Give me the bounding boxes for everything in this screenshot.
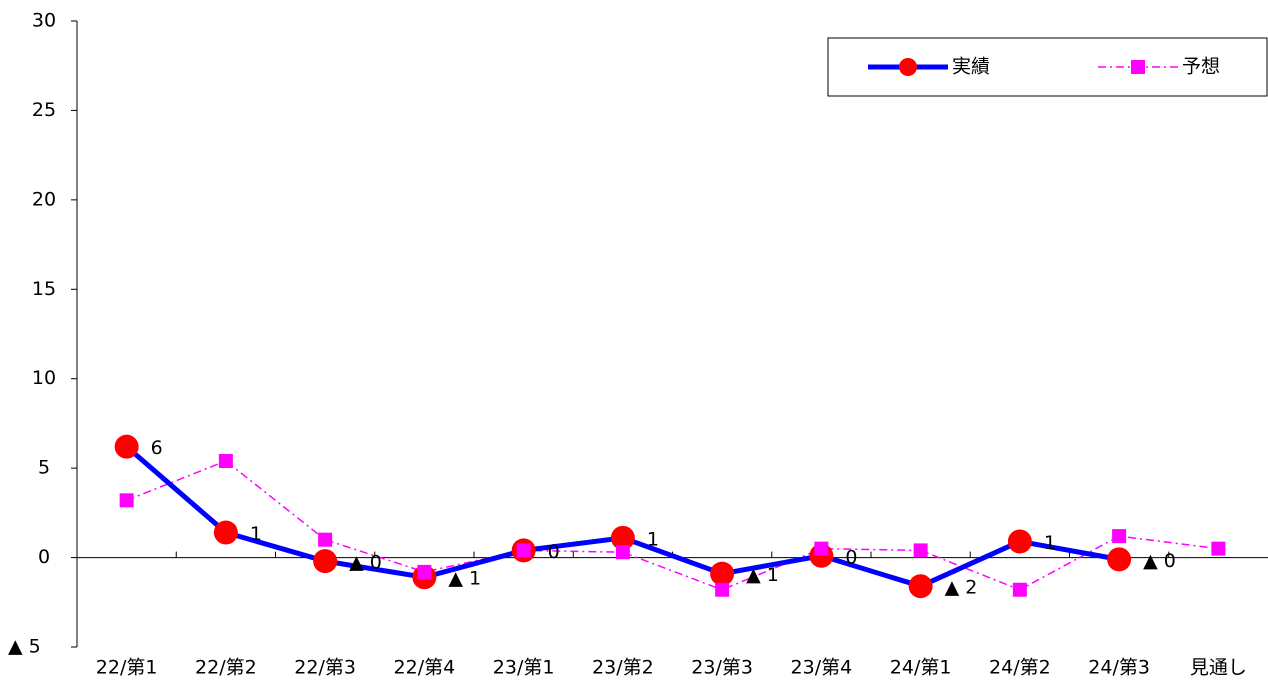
data-label: 1 <box>250 523 262 545</box>
data-label: ▲ 2 <box>945 577 978 599</box>
y-tick-label: 25 <box>32 99 56 121</box>
data-label: ▲ 1 <box>448 568 481 590</box>
legend-marker <box>1131 60 1145 74</box>
data-label: ▲ 0 <box>1143 550 1176 572</box>
y-tick-label: ▲ 5 <box>8 636 41 658</box>
y-tick-label: 5 <box>38 457 50 479</box>
data-label: 1 <box>1044 532 1056 554</box>
data-label: 0 <box>548 541 560 563</box>
data-point <box>218 453 233 468</box>
data-label: ▲ 0 <box>349 552 382 574</box>
y-tick-label: 15 <box>32 278 56 300</box>
data-label: 6 <box>151 437 163 459</box>
data-point <box>114 434 139 459</box>
data-point <box>213 520 238 545</box>
x-tick-label: 見通し <box>1190 657 1247 679</box>
x-tick-label: 22/第4 <box>394 657 456 679</box>
legend-label: 予想 <box>1182 56 1220 78</box>
data-point <box>417 564 432 579</box>
x-tick-label: 24/第3 <box>1088 657 1150 679</box>
x-tick-label: 22/第3 <box>294 657 356 679</box>
data-point <box>1107 547 1132 572</box>
data-point <box>119 493 134 508</box>
y-tick-label: 10 <box>32 367 56 389</box>
data-label: ▲ 1 <box>746 564 779 586</box>
data-point <box>313 549 338 574</box>
data-point <box>814 541 829 556</box>
legend: 実績 予想 <box>827 37 1268 97</box>
legend-label: 実績 <box>952 56 990 78</box>
y-tick-label: 30 <box>32 10 56 32</box>
x-tick-label: 22/第2 <box>195 657 257 679</box>
data-point <box>715 582 730 597</box>
x-tick-label: 23/第1 <box>493 657 555 679</box>
data-point <box>318 532 333 547</box>
series-line <box>124 444 1120 589</box>
legend-marker <box>899 58 917 76</box>
data-label: 0 <box>845 546 857 568</box>
series-line <box>126 460 1219 591</box>
x-tick-label: 23/第3 <box>691 657 753 679</box>
data-point <box>1007 529 1032 554</box>
data-point <box>516 543 531 558</box>
data-point <box>1211 541 1226 556</box>
data-point <box>1112 529 1127 544</box>
data-label: 1 <box>647 528 659 550</box>
x-tick-label: 23/第2 <box>592 657 654 679</box>
x-tick-label: 24/第1 <box>890 657 952 679</box>
x-tick-label: 24/第2 <box>989 657 1051 679</box>
data-point <box>908 574 933 599</box>
y-tick-label: 0 <box>38 546 50 568</box>
x-tick-label: 22/第1 <box>96 657 158 679</box>
data-point <box>615 545 630 560</box>
data-point <box>610 525 635 550</box>
x-tick-label: 23/第4 <box>791 657 853 679</box>
data-point <box>710 561 735 586</box>
data-point <box>1012 582 1027 597</box>
data-point <box>913 543 928 558</box>
y-tick-label: 20 <box>32 188 56 210</box>
